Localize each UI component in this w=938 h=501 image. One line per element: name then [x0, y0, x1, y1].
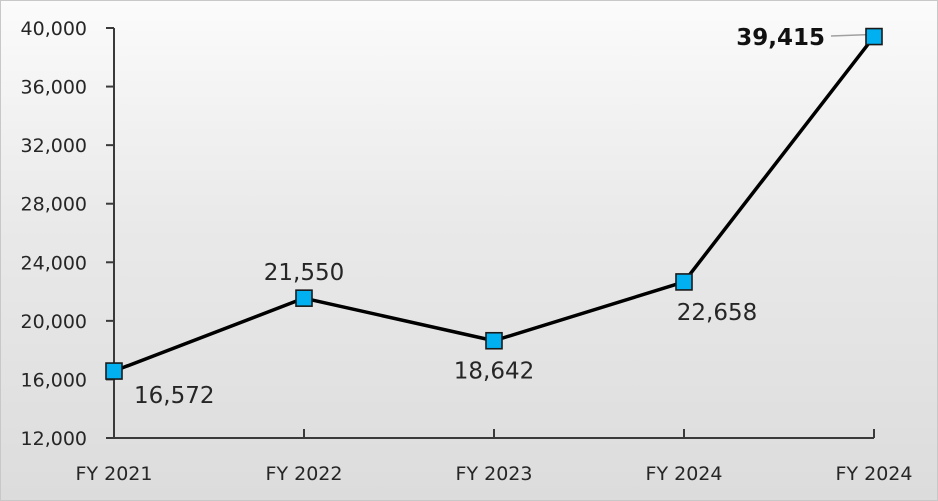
- x-tick-label: FY 2021: [76, 463, 153, 485]
- data-point-marker: [675, 273, 693, 291]
- y-tick-label: 28,000: [21, 194, 87, 216]
- data-label: 39,415: [736, 25, 825, 51]
- x-tick-label: FY 2022: [266, 463, 343, 485]
- annotation-leader-line: [830, 33, 869, 37]
- data-label: 16,572: [134, 383, 214, 409]
- data-point-marker: [865, 27, 883, 46]
- data-label: 21,550: [264, 260, 344, 286]
- data-point-marker: [105, 362, 123, 380]
- data-label: 22,658: [677, 300, 757, 326]
- data-point-marker: [485, 331, 503, 350]
- data-label: 18,642: [454, 359, 534, 385]
- y-tick-label: 40,000: [21, 18, 87, 40]
- series-line: [113, 35, 876, 373]
- y-tick-label: 20,000: [21, 311, 87, 333]
- y-tick-label: 32,000: [21, 135, 87, 157]
- y-tick-label: 24,000: [21, 252, 87, 274]
- data-point-marker: [295, 289, 313, 307]
- x-tick-label: FY 2024: [646, 463, 723, 485]
- x-tick-label: FY 2024: [836, 463, 913, 485]
- x-tick-label: FY 2023: [456, 463, 533, 485]
- y-tick-label: 36,000: [21, 77, 87, 99]
- y-tick-label: 12,000: [21, 428, 87, 450]
- y-tick-label: 16,000: [21, 369, 87, 391]
